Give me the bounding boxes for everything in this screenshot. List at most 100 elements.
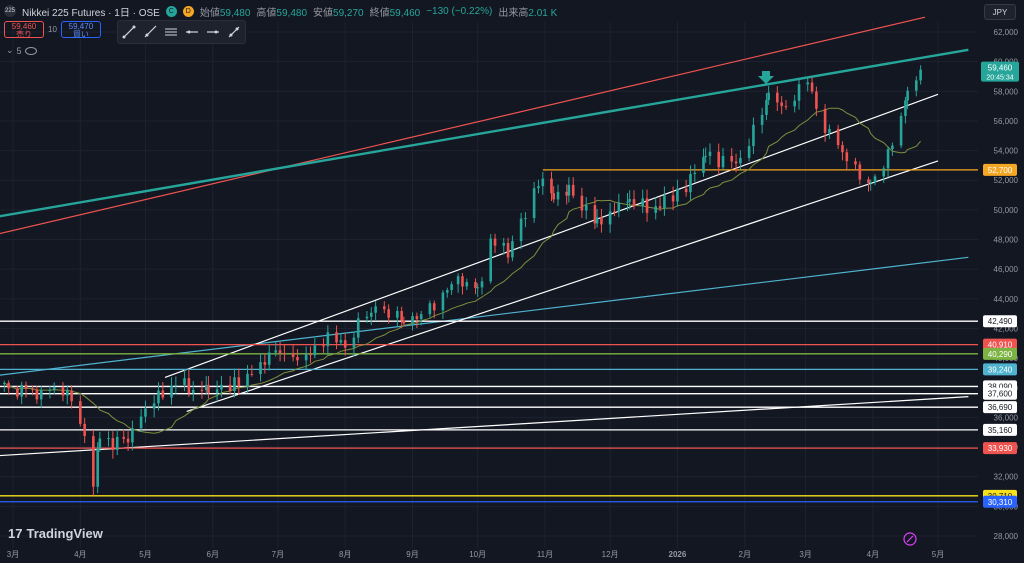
level-label-1: 42,490 bbox=[988, 317, 1013, 326]
candle-body bbox=[797, 84, 801, 101]
price-axis: 28,00030,00032,00034,00036,00038,00040,0… bbox=[981, 28, 1019, 541]
candle-body bbox=[428, 303, 432, 315]
candle-body bbox=[174, 385, 178, 387]
candle-body bbox=[684, 188, 688, 193]
candle-body bbox=[721, 155, 725, 168]
high-value: 59,480 bbox=[276, 7, 308, 19]
open-value: 59,480 bbox=[219, 7, 251, 19]
volume-value: 2.01 K bbox=[528, 7, 558, 19]
ray-icon[interactable] bbox=[142, 24, 158, 40]
candle-body bbox=[760, 114, 764, 125]
candle-body bbox=[200, 389, 204, 391]
y-tick-label: 42,000 bbox=[994, 324, 1019, 333]
candle-body bbox=[845, 152, 849, 162]
candle-body bbox=[869, 182, 872, 184]
candle-body bbox=[126, 438, 130, 443]
level-label-8: 35,160 bbox=[988, 426, 1013, 435]
candle-body bbox=[304, 354, 308, 361]
status-dot-d: D bbox=[182, 5, 194, 17]
y-tick-label: 56,000 bbox=[994, 117, 1019, 126]
candle-body bbox=[65, 390, 69, 396]
x-tick-label: 5月 bbox=[932, 550, 944, 559]
candle-body bbox=[456, 276, 460, 285]
y-tick-label: 50,000 bbox=[994, 206, 1019, 215]
currency-selector[interactable]: JPY bbox=[984, 4, 1016, 20]
x-tick-label: 10月 bbox=[469, 550, 486, 559]
candle-body bbox=[752, 124, 755, 147]
candle-body bbox=[815, 91, 818, 109]
candle-body bbox=[595, 217, 599, 224]
candle-body bbox=[873, 176, 877, 183]
candle-body bbox=[322, 345, 325, 347]
candle-body bbox=[352, 337, 356, 348]
candle-body bbox=[131, 428, 134, 443]
candle-body bbox=[396, 310, 399, 318]
buy-button[interactable]: 59,470 買い bbox=[60, 21, 101, 39]
candle-body bbox=[823, 108, 827, 133]
last-price-badge bbox=[981, 61, 1019, 82]
trend-line-4 bbox=[186, 160, 939, 413]
candle-body bbox=[906, 90, 909, 101]
y-tick-label: 44,000 bbox=[994, 295, 1019, 304]
candle-body bbox=[419, 314, 423, 320]
candle-body bbox=[111, 438, 115, 451]
symbol-logo-icon: 225 bbox=[4, 5, 16, 17]
level-badge-1 bbox=[983, 315, 1017, 328]
candle-body bbox=[784, 106, 788, 108]
candle-body bbox=[511, 241, 514, 258]
y-tick-label: 36,000 bbox=[994, 413, 1019, 422]
ma-line bbox=[4, 107, 921, 434]
candle-body bbox=[810, 82, 814, 92]
candle-body bbox=[374, 306, 377, 313]
volume: 出来高2.01 K bbox=[498, 4, 557, 19]
candle-body bbox=[854, 161, 857, 165]
x-tick-label: 4月 bbox=[74, 550, 86, 559]
candle-body bbox=[400, 310, 403, 321]
candle-body bbox=[532, 188, 536, 219]
sell-label: 売り bbox=[16, 30, 32, 39]
candle-body bbox=[565, 191, 568, 196]
candle-body bbox=[70, 390, 73, 402]
volume-label: 出来高 bbox=[498, 7, 529, 19]
candle-body bbox=[411, 316, 414, 324]
horizontal-ray-icon[interactable] bbox=[163, 24, 179, 40]
x-tick-label: 2026 bbox=[669, 550, 687, 559]
candle-body bbox=[161, 390, 165, 398]
candle-body bbox=[919, 69, 922, 81]
arrow-marker-icon[interactable] bbox=[205, 24, 221, 40]
candle-body bbox=[274, 350, 278, 353]
candle-body bbox=[450, 284, 453, 291]
y-tick-label: 52,000 bbox=[994, 176, 1019, 185]
candle-body bbox=[828, 128, 831, 133]
x-tick-label: 2月 bbox=[739, 550, 751, 559]
candle-body bbox=[441, 292, 445, 311]
parallel-channel-icon[interactable] bbox=[184, 24, 200, 40]
candle-body bbox=[263, 362, 267, 365]
trade-panel: 59,460 売り 10 59,470 買い bbox=[4, 21, 101, 39]
candle-body bbox=[858, 164, 862, 180]
level-badge-0 bbox=[983, 163, 1017, 176]
candle-body bbox=[613, 211, 616, 213]
level-badge-7 bbox=[983, 401, 1017, 414]
moving-average bbox=[4, 107, 921, 434]
candle-body bbox=[335, 332, 338, 343]
candle-body bbox=[704, 155, 707, 157]
candle-body bbox=[663, 195, 666, 209]
close-label: 終値 bbox=[369, 7, 390, 19]
candle-body bbox=[556, 191, 560, 200]
sell-button[interactable]: 59,460 売り bbox=[4, 21, 44, 39]
candle-body bbox=[191, 389, 195, 394]
brush-icon[interactable] bbox=[226, 24, 242, 40]
candle-body bbox=[480, 281, 484, 288]
trend-line-icon[interactable] bbox=[121, 24, 137, 40]
candle-body bbox=[571, 184, 575, 196]
symbol-title[interactable]: Nikkei 225 Futures · 1日 · OSE bbox=[22, 7, 160, 19]
change-value: −130 (−0.22%) bbox=[426, 5, 493, 17]
candle-body bbox=[122, 436, 126, 439]
candle-body bbox=[593, 205, 597, 224]
candle-body bbox=[79, 401, 82, 424]
quantity-value[interactable]: 10 bbox=[48, 25, 57, 34]
candle-body bbox=[339, 340, 343, 343]
indicators-toggle[interactable]: ⌄ 5 bbox=[6, 45, 37, 56]
